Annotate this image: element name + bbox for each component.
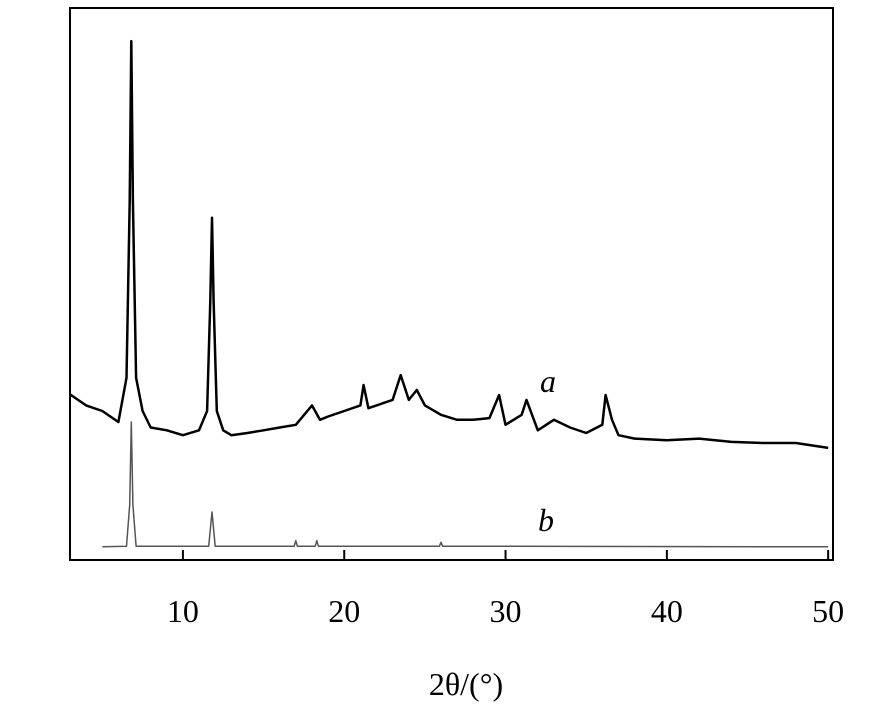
- x-axis-label: 2θ/(°): [429, 666, 503, 702]
- x-tick-label: 50: [812, 593, 844, 629]
- x-tick-label: 10: [167, 593, 199, 629]
- plot-frame: [69, 7, 834, 561]
- series-label: b: [538, 502, 554, 538]
- series-label: a: [540, 363, 556, 399]
- x-tick-label: 40: [651, 593, 683, 629]
- x-tick-label: 30: [490, 593, 522, 629]
- x-tick-label: 20: [328, 593, 360, 629]
- series-line: [102, 421, 829, 548]
- series-line: [69, 39, 829, 450]
